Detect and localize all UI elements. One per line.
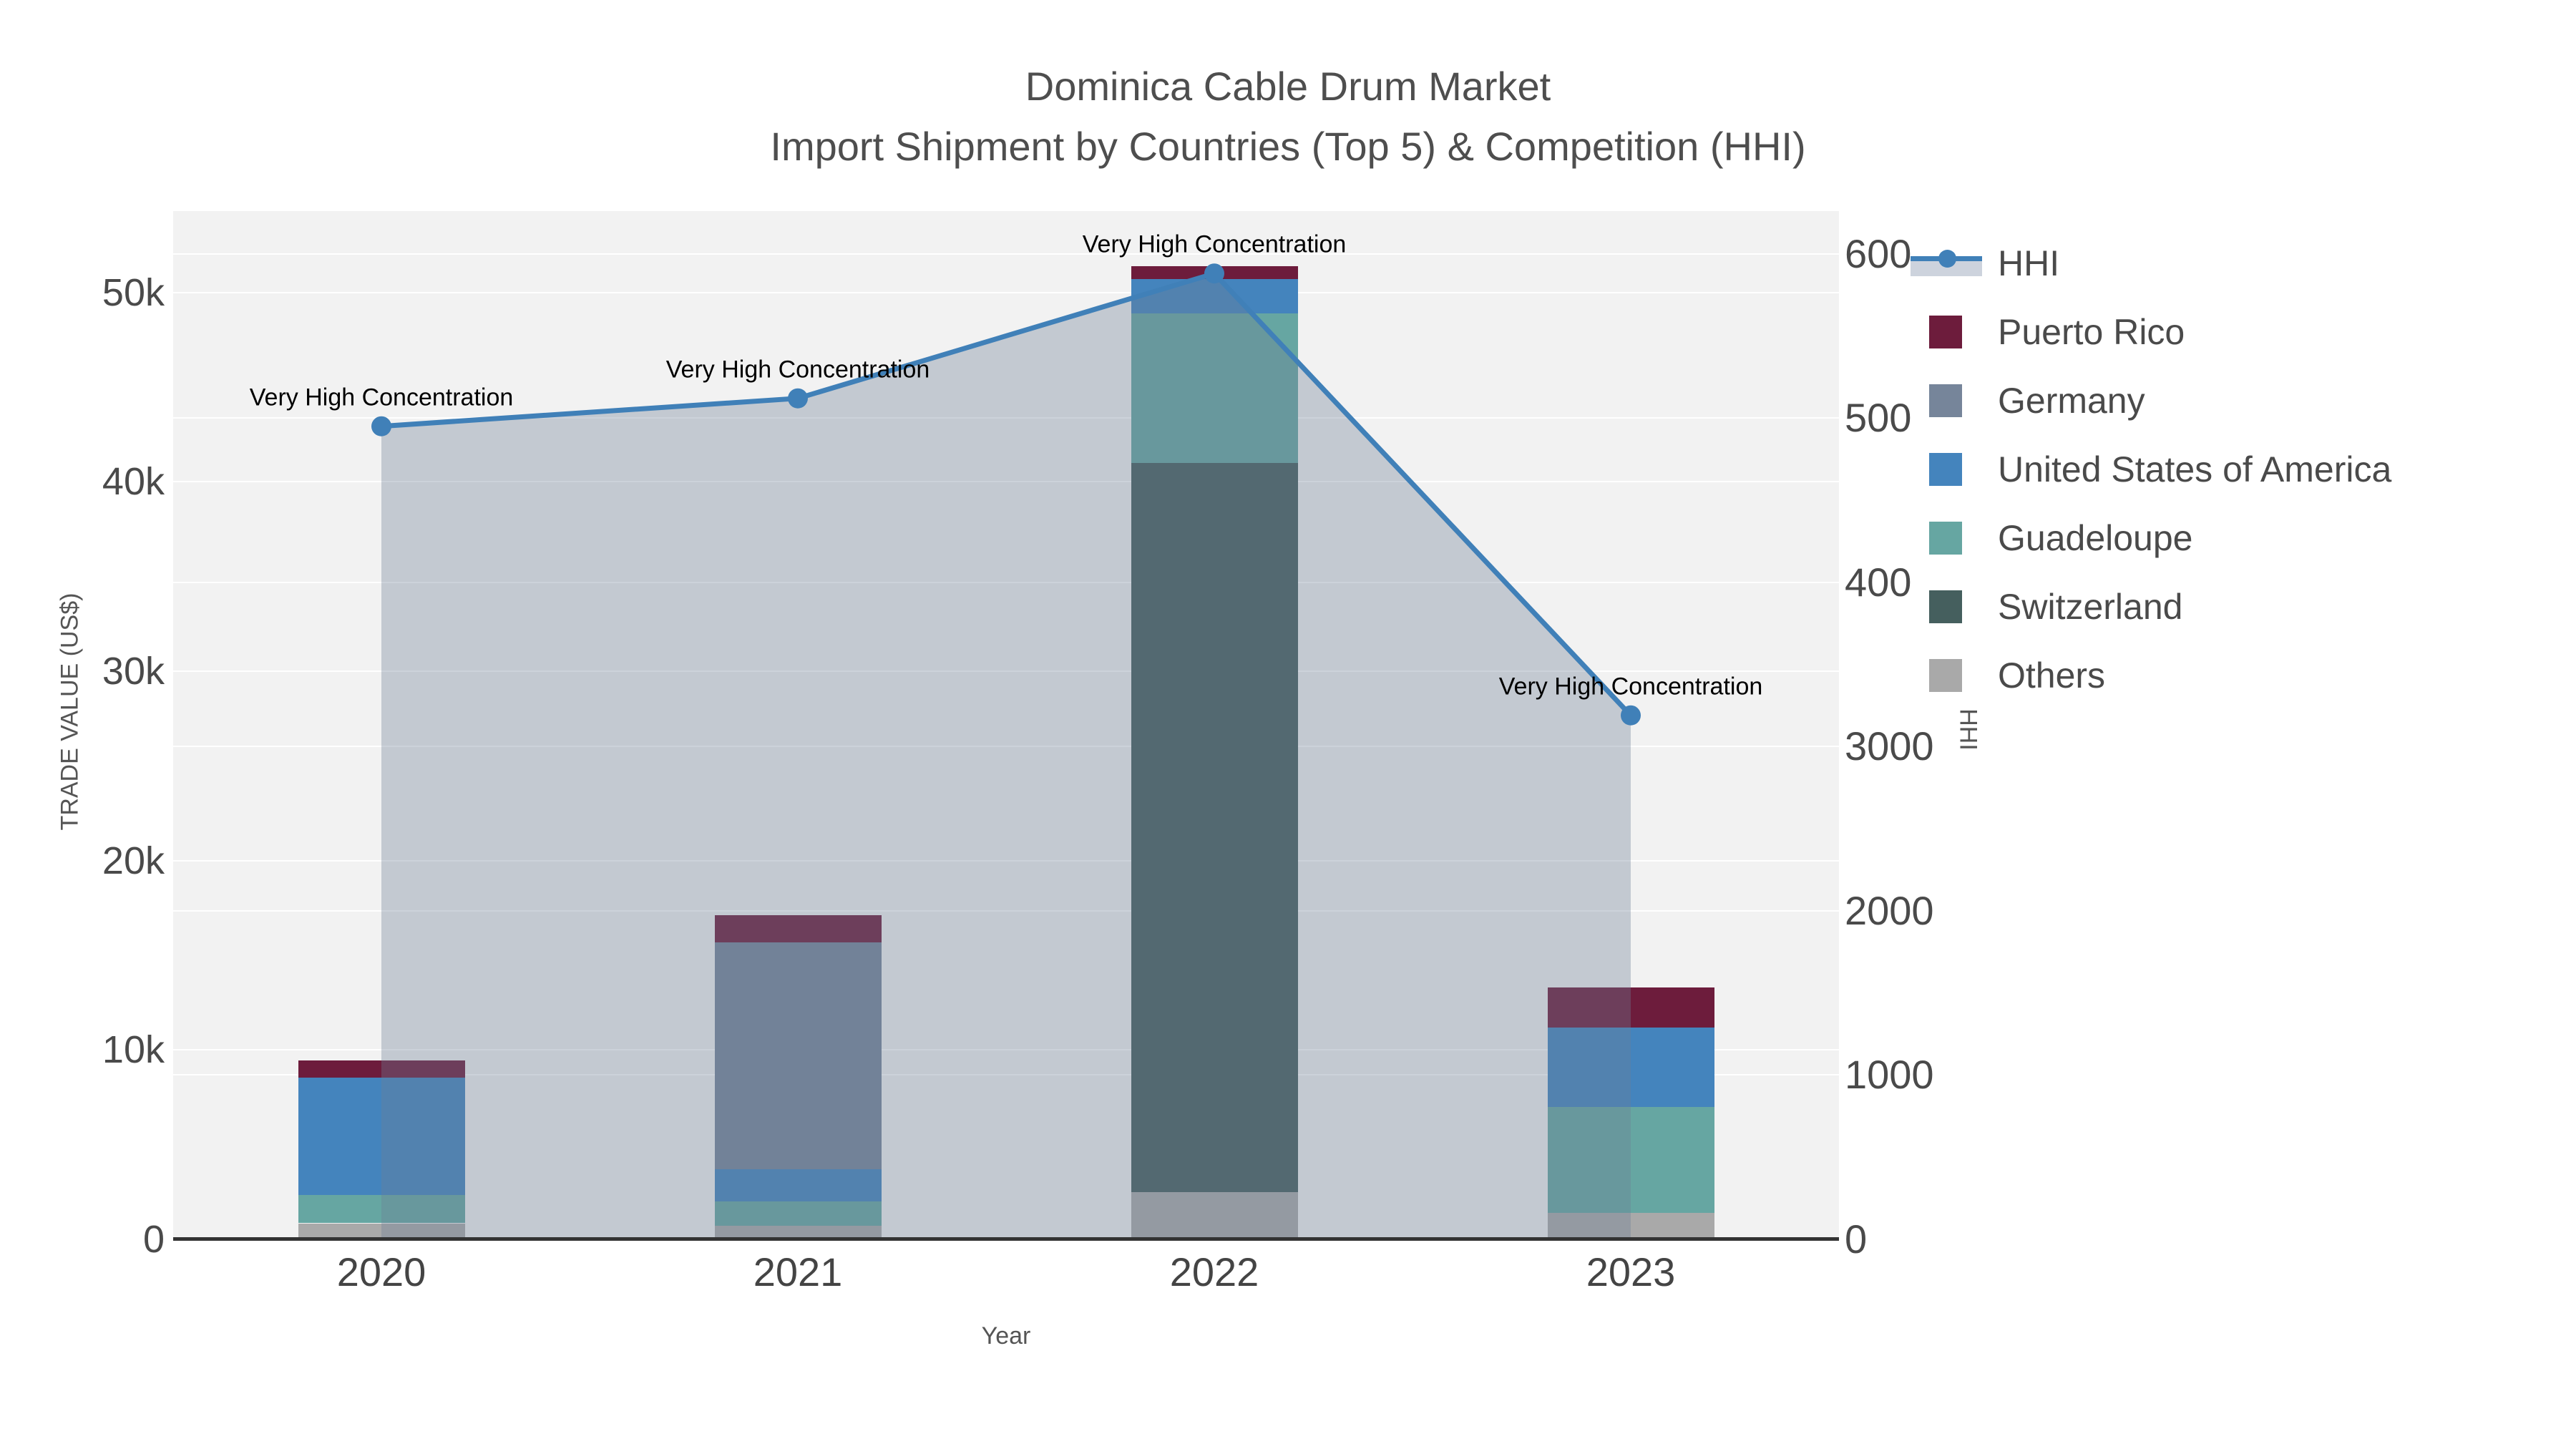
hhi-marker-2020 (371, 416, 391, 436)
legend-label-switzerland: Switzerland (1998, 587, 2183, 627)
puerto-rico-swatch-icon (1911, 315, 1991, 349)
bar-segment-switzerland-2022 (1131, 462, 1298, 1192)
x-tick-2022: 2022 (1169, 1249, 1259, 1294)
legend-label-others: Others (1998, 655, 2106, 696)
bar-segment-others-2023 (1547, 1212, 1714, 1239)
y-left-tick-20k: 20k (102, 839, 165, 882)
bar-segment-united-states-of-america-2022 (1131, 279, 1298, 313)
gridline-hhi-4000 (173, 581, 1839, 583)
bar-segment-others-2021 (714, 1226, 882, 1239)
switzerland-swatch (1929, 590, 1962, 623)
legend: HHI Puerto Rico Germany United States of Am… (1911, 229, 2569, 710)
hhi-marker-2022 (1204, 263, 1224, 284)
gridline-hhi-1000 (173, 1074, 1839, 1076)
bar-segment-puerto-rico-2023 (1547, 987, 1714, 1028)
gridline-trade-30k (173, 670, 1839, 673)
hhi-marker-2021 (788, 388, 808, 409)
x-tick-2021: 2021 (753, 1249, 843, 1294)
bar-segment-united-states-of-america-2021 (714, 1169, 882, 1202)
germany-swatch (1929, 384, 1962, 417)
y-left-tick-10k: 10k (102, 1028, 165, 1072)
y-left-tick-30k: 30k (102, 650, 165, 693)
legend-label-puerto-rico: Puerto Rico (1998, 312, 2185, 352)
hhi-marker-2023 (1621, 705, 1641, 726)
plot-area: Very High Concentration Very High Concent… (173, 211, 1839, 1241)
puerto-rico-swatch (1929, 316, 1962, 348)
bar-segment-others-2020 (298, 1223, 465, 1239)
legend-item-united-states-of-america[interactable]: United States of America (1911, 435, 2569, 504)
legend-item-guadeloupe[interactable]: Guadeloupe (1911, 504, 2569, 572)
x-tick-2020: 2020 (336, 1249, 426, 1294)
gridline-trade-10k (173, 1049, 1839, 1051)
gridline-hhi-3000 (173, 746, 1839, 748)
others-swatch (1929, 659, 1962, 692)
annotation-2023: Very High Concentration (1498, 673, 1763, 701)
bar-segment-guadeloupe-2022 (1131, 313, 1298, 463)
bar-segment-guadeloupe-2023 (1547, 1106, 1714, 1213)
hhi-area-fill (381, 273, 1631, 1239)
united-states-of-america-swatch (1929, 453, 1962, 486)
legend-item-germany[interactable]: Germany (1911, 366, 2569, 435)
united-states-of-america-swatch-icon (1911, 452, 1991, 487)
others-swatch-icon (1911, 658, 1991, 693)
bar-segment-others-2022 (1131, 1191, 1298, 1239)
x-axis-title: Year (981, 1322, 1031, 1350)
y-right-tick-2000: 2000 (1845, 887, 1934, 933)
germany-swatch-icon (1911, 384, 1991, 418)
legend-label-guadeloupe: Guadeloupe (1998, 518, 2193, 558)
y-left-tick-0: 0 (142, 1218, 165, 1261)
legend-label-united-states-of-america: United States of America (1998, 449, 2392, 489)
gridline-trade-20k (173, 859, 1839, 862)
hhi-line-sample-icon (1911, 246, 1991, 280)
annotation-2021: Very High Concentration (665, 356, 930, 384)
legend-label-germany: Germany (1998, 381, 2145, 421)
bar-segment-germany-2021 (714, 942, 882, 1170)
legend-item-puerto-rico[interactable]: Puerto Rico (1911, 298, 2569, 366)
x-tick-2023: 2023 (1586, 1249, 1676, 1294)
legend-item-switzerland[interactable]: Switzerland (1911, 572, 2569, 641)
legend-item-others[interactable]: Others (1911, 641, 2569, 710)
guadeloupe-swatch (1929, 522, 1962, 555)
y-right-tick-0: 0 (1845, 1216, 1868, 1262)
legend-item-hhi[interactable]: HHI (1911, 229, 2569, 298)
y-right-tick-3000: 3000 (1845, 723, 1934, 769)
guadeloupe-swatch-icon (1911, 521, 1991, 555)
hhi-area-sample (1911, 260, 1982, 276)
bar-segment-puerto-rico-2021 (714, 915, 882, 942)
hhi-marker-sample (1938, 250, 1956, 268)
gridline-hhi-5000 (173, 417, 1839, 419)
bar-segment-puerto-rico-2020 (298, 1060, 465, 1078)
y-right-tick-1000: 1000 (1845, 1052, 1934, 1098)
hhi-line (381, 270, 1633, 718)
gridline-trade-40k (173, 481, 1839, 483)
bar-segment-united-states-of-america-2020 (298, 1077, 465, 1195)
switzerland-swatch-icon (1911, 590, 1991, 624)
chart-title: Dominica Cable Drum Market (1025, 64, 1551, 109)
annotation-2020: Very High Concentration (249, 384, 514, 411)
bar-segment-united-states-of-america-2023 (1547, 1027, 1714, 1107)
y-left-tick-50k: 50k (102, 270, 165, 314)
gridline-hhi-6000 (173, 253, 1839, 255)
annotation-2022: Very High Concentration (1082, 230, 1347, 258)
gridline-trade-50k (173, 291, 1839, 293)
gridline-hhi-2000 (173, 909, 1839, 912)
chart-subtitle: Import Shipment by Countries (Top 5) & C… (770, 124, 1806, 169)
x-axis-line (173, 1237, 1839, 1241)
bar-segment-guadeloupe-2021 (714, 1201, 882, 1226)
y-left-tick-40k: 40k (102, 460, 165, 504)
y-axis-title-left: TRADE VALUE (US$) (56, 592, 84, 831)
legend-label-hhi: HHI (1998, 243, 2060, 283)
hhi-line-layer (371, 263, 1641, 1239)
bar-segment-guadeloupe-2020 (298, 1194, 465, 1224)
